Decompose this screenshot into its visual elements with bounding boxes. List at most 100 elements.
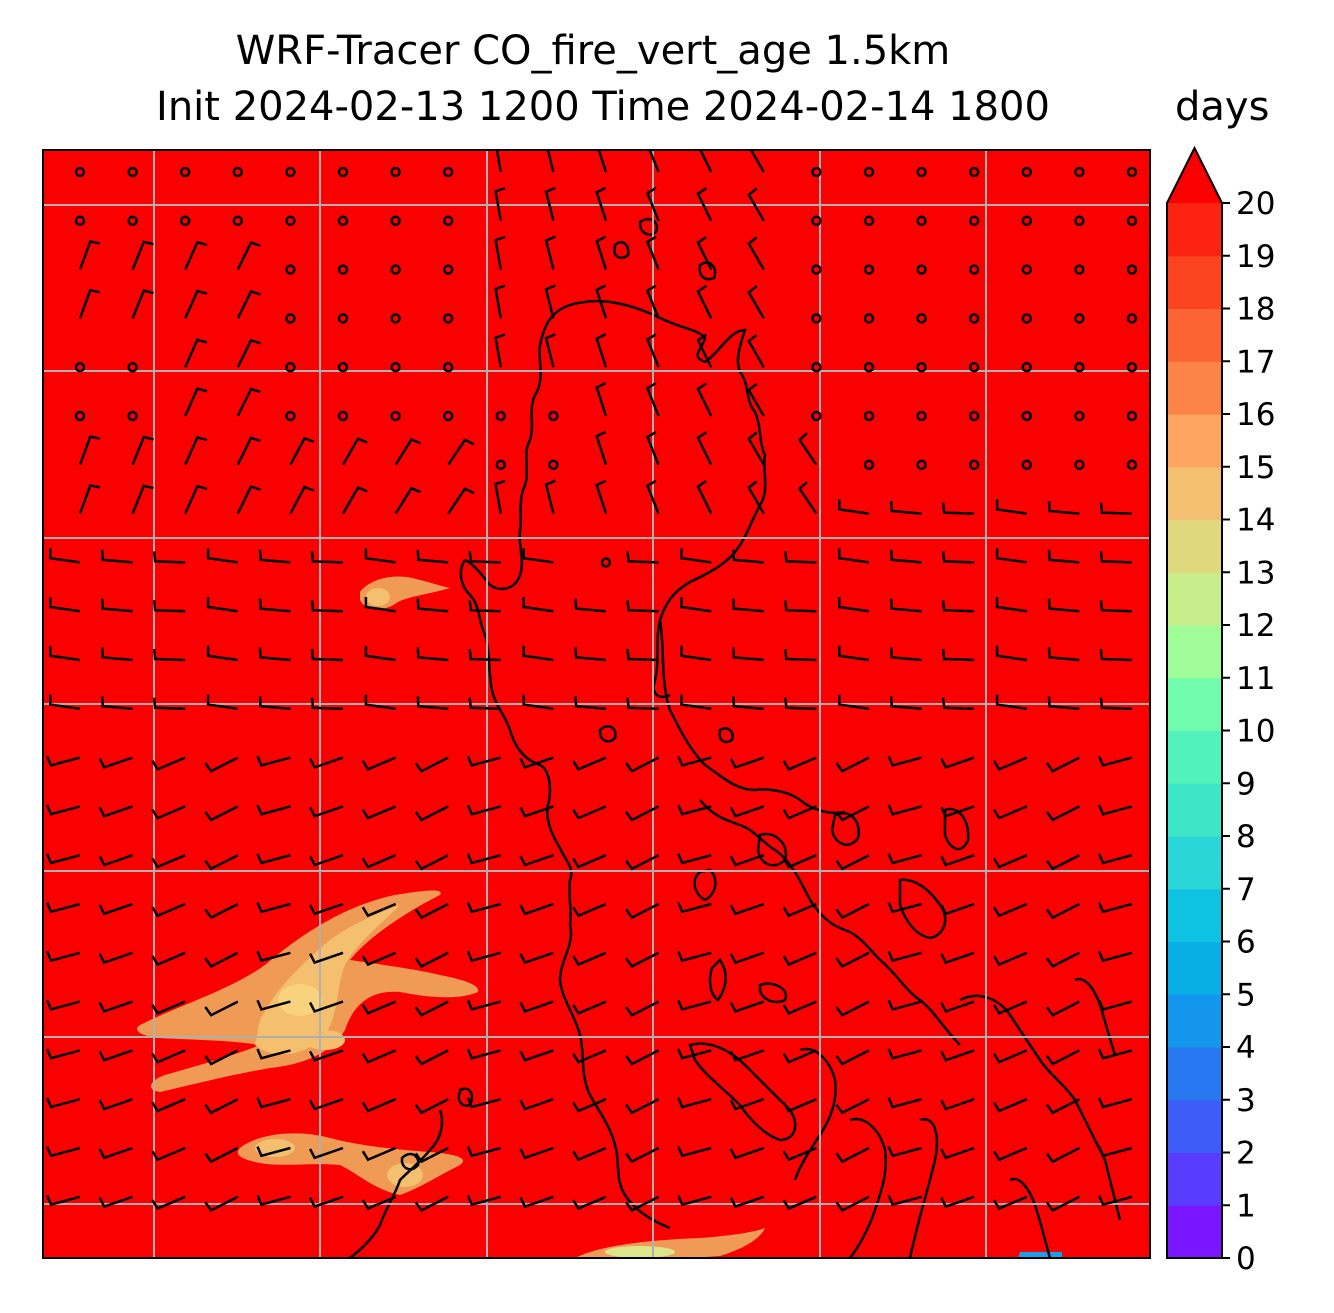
wind-barb (940, 756, 975, 769)
colorbar-band (1167, 308, 1222, 362)
wind-barb (49, 548, 81, 564)
wind-barb (749, 150, 765, 173)
wind-barb (447, 487, 475, 515)
wind-barb (256, 1097, 291, 1109)
colorbar-band (1167, 836, 1222, 890)
wind-barb (677, 1194, 712, 1207)
colorbar-band (1167, 255, 1222, 310)
coastlines (349, 217, 1122, 1258)
wind-barb (729, 756, 765, 769)
wind-barb (992, 1195, 1028, 1211)
colorbar-band (1167, 466, 1222, 521)
calm-wind-marker (968, 361, 980, 373)
wind-barb (835, 1000, 870, 1017)
wind-barb (645, 479, 660, 515)
wind-barb (992, 756, 1028, 771)
colorbar-tick-label: 8 (1236, 819, 1256, 855)
calm-wind-marker (1074, 313, 1085, 324)
wind-barb (992, 1000, 1028, 1015)
wind-barb (152, 600, 186, 613)
calm-wind-marker (442, 166, 454, 178)
wind-barb (889, 647, 922, 662)
wind-barb (414, 902, 449, 920)
colorbar-tick-label: 20 (1236, 186, 1275, 222)
wind-barb (236, 387, 261, 417)
wind-barb (595, 186, 608, 222)
wind-barb (677, 755, 712, 767)
wind-barb (236, 338, 261, 368)
wind-barb (341, 437, 368, 466)
wind-barb (100, 598, 133, 613)
wind-barb (310, 600, 344, 613)
wind-barb (729, 1049, 765, 1062)
wind-barb (364, 694, 396, 711)
wind-barb (151, 1049, 186, 1064)
wind-barb (519, 1098, 554, 1111)
wind-barb (361, 1049, 397, 1064)
plume-north (360, 576, 450, 610)
wind-barb (1097, 804, 1133, 816)
wind-barb (522, 597, 554, 613)
wind-barb (838, 597, 870, 613)
calm-wind-marker (337, 410, 349, 422)
wind-barb (677, 999, 712, 1011)
wind-barb (645, 382, 660, 417)
calm-wind-marker (811, 215, 822, 227)
wind-barb (258, 598, 291, 613)
wind-barb (361, 756, 397, 771)
colorbar-tick-label: 9 (1236, 766, 1256, 802)
calm-wind-marker (863, 264, 875, 275)
wind-barb (100, 696, 133, 711)
wind-barb (416, 549, 449, 564)
wind-barb (835, 951, 870, 969)
wind-barb (645, 430, 660, 466)
plume-west-large (136, 890, 479, 1092)
wind-barb (1099, 697, 1133, 711)
wind-barb (519, 854, 554, 867)
calm-wind-marker (968, 166, 980, 178)
wind-barb (468, 551, 501, 564)
wind-barb (677, 950, 712, 963)
map-frame (42, 149, 1151, 1259)
wind-barb (364, 597, 396, 613)
calm-wind-marker (811, 166, 822, 178)
colorbar-tick-label: 18 (1236, 292, 1275, 328)
wind-barb (206, 694, 238, 711)
wind-barb (574, 696, 607, 711)
wind-barb (782, 1000, 817, 1015)
calm-wind-marker (337, 264, 349, 275)
wind-barb (1099, 551, 1133, 564)
wind-barb (835, 756, 870, 773)
wind-barb (494, 235, 506, 270)
calm-wind-marker (916, 166, 927, 178)
wind-barb (258, 696, 291, 711)
calm-wind-marker (127, 410, 138, 422)
wind-barbs (45, 150, 1138, 1213)
colorbar-band (1167, 1152, 1222, 1206)
calm-wind-marker (127, 166, 138, 178)
calm-wind-marker (968, 459, 980, 471)
calm-wind-marker (1126, 166, 1138, 178)
colorbar-tick-label: 3 (1236, 1083, 1256, 1119)
calm-wind-marker (285, 215, 296, 227)
wind-barb (45, 804, 81, 816)
wind-barb (574, 647, 607, 662)
wind-barb (206, 597, 238, 613)
wind-barb (572, 951, 607, 967)
colorbar-band (1167, 888, 1222, 943)
wind-barb (887, 950, 922, 963)
wind-barb (1097, 853, 1133, 865)
calm-wind-marker (442, 361, 454, 373)
wind-barb (151, 1000, 186, 1015)
calm-wind-marker (916, 313, 927, 324)
wind-barb (204, 1146, 239, 1164)
wind-barb (677, 902, 712, 914)
colorbar-tick-label: 11 (1236, 661, 1275, 697)
wind-barb (797, 432, 818, 466)
wind-barb (468, 648, 501, 662)
calm-wind-marker (916, 410, 927, 422)
wind-barb (184, 435, 208, 466)
wind-barb (236, 241, 261, 271)
wind-barb (595, 381, 608, 417)
wind-barb (361, 805, 397, 820)
